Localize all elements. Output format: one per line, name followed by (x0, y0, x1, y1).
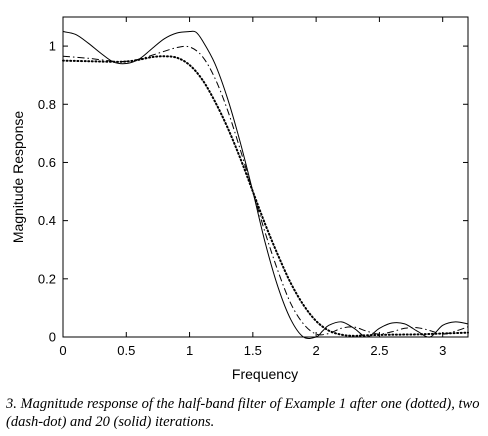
figure-caption: 3. Magnitude response of the half-band f… (6, 396, 480, 430)
y-tick-label: 0.2 (38, 271, 56, 286)
y-tick-label: 1 (49, 39, 56, 54)
x-tick-label: 3 (439, 343, 446, 358)
x-tick-label: 2 (313, 343, 320, 358)
x-axis-ticks: 0 0.5 1 1.5 2 2.5 3 (59, 17, 446, 358)
series-layer (62, 30, 469, 340)
y-axis-ticks: 0 0.2 0.4 0.6 0.8 1 (38, 39, 468, 345)
x-tick-label: 0.5 (117, 343, 135, 358)
y-tick-label: 0.4 (38, 213, 56, 228)
x-tick-label: 1 (186, 343, 193, 358)
x-tick-label: 2.5 (370, 343, 388, 358)
y-tick-label: 0.6 (38, 155, 56, 170)
y-tick-label: 0 (49, 330, 56, 345)
x-tick-label: 1.5 (244, 343, 262, 358)
series-line-dash-dot (62, 45, 469, 336)
y-axis-label: Magnitude Response (10, 111, 26, 244)
x-axis-label: Frequency (232, 366, 298, 382)
magnitude-response-figure: 0 0.5 1 1.5 2 2.5 3 0 0.2 0.4 0.6 0.8 1 Frequency M… (10, 16, 469, 382)
plot-frame (62, 16, 469, 338)
series-line-solid (62, 30, 469, 340)
y-tick-label: 0.8 (38, 97, 56, 112)
x-tick-label: 0 (59, 343, 66, 358)
